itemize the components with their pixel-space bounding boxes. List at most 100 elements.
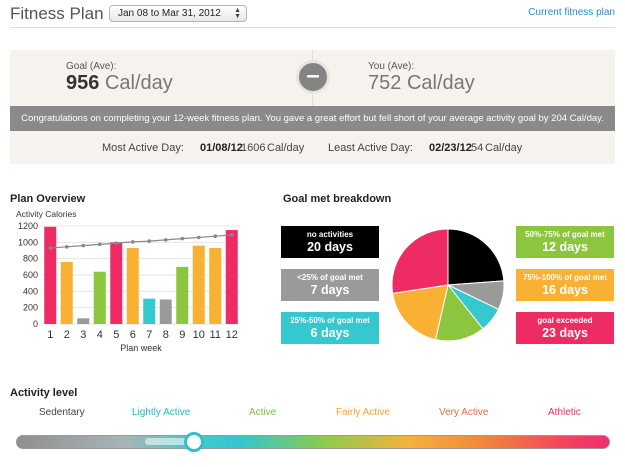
chart-ylabel: Activity Calories [16, 209, 77, 219]
bar-week-6[interactable] [126, 248, 139, 324]
goal-trend-point [81, 243, 86, 248]
bar-week-7[interactable] [143, 298, 156, 324]
breakdown-label: 50%-75% of goal met [525, 230, 605, 239]
bar-week-8[interactable] [159, 299, 172, 325]
breakdown-label: <25% of goal met [297, 273, 363, 282]
breakdown-value: 23 days [542, 326, 588, 340]
slider-thumb[interactable] [184, 432, 205, 452]
x-tick-label: 12 [226, 329, 238, 341]
pie-slice-0[interactable] [447, 228, 505, 286]
breakdown-label: no activities [306, 230, 354, 239]
current-fitness-plan-link[interactable]: Current fitness plan [528, 7, 615, 18]
least-active-label: Least Active Day: [328, 142, 413, 154]
least-active-date: 02/23/12 [429, 142, 472, 154]
slider-highlight [145, 438, 190, 445]
level-fairly-active[interactable]: Fairly Active [336, 407, 390, 418]
most-active-unit: Cal/day [267, 142, 305, 154]
x-tick-label: 2 [64, 329, 70, 341]
plan-overview-title: Plan Overview [10, 193, 86, 205]
active-days-row: Most Active Day: 01/08/12 1606 Cal/day L… [10, 138, 615, 158]
breakdown-value: 6 days [310, 326, 350, 340]
y-tick-label: 800 [23, 254, 38, 264]
x-tick-label: 9 [179, 329, 185, 341]
you-value-line: 752 Cal/day [368, 72, 475, 95]
x-tick-label: 4 [97, 329, 103, 341]
goal-trend-point [48, 246, 53, 250]
most-active-label: Most Active Day: [102, 142, 184, 154]
breakdown-value: 20 days [307, 240, 353, 254]
you-value: 752 [368, 72, 402, 94]
breakdown-no-activities: no activities 20 days [281, 226, 379, 258]
bar-week-11[interactable] [209, 248, 222, 324]
bar-week-1[interactable] [44, 226, 57, 324]
pie-slice-4[interactable] [392, 284, 449, 341]
breakdown-25-50: 25%-50% of goal met 6 days [281, 312, 379, 344]
level-active[interactable]: Active [249, 407, 277, 418]
y-tick-label: 1200 [18, 221, 38, 231]
x-tick-label: 10 [193, 329, 205, 341]
x-tick-label: 11 [210, 329, 221, 341]
goal-trend-point [130, 240, 135, 244]
goal-breakdown-pie [391, 228, 505, 342]
most-active-date: 01/08/12 [200, 142, 243, 154]
activity-level-title: Activity level [10, 387, 78, 399]
header-divider [10, 27, 615, 28]
bar-week-9[interactable] [176, 266, 189, 324]
x-tick-label: 3 [80, 329, 86, 341]
goal-label: Goal (Ave): [66, 61, 117, 72]
goal-value-line: 956 Cal/day [66, 72, 173, 95]
goal-trend-point [180, 236, 185, 241]
x-tick-label: 8 [163, 329, 169, 341]
bar-week-10[interactable] [192, 245, 205, 324]
page-title: Fitness Plan [10, 4, 104, 23]
x-tick-label: 6 [130, 329, 136, 341]
breakdown-value: 16 days [542, 283, 588, 297]
goal-trend-point [213, 234, 218, 239]
least-active-unit: Cal/day [485, 142, 523, 154]
breakdown-label: goal exceeded [537, 316, 593, 325]
x-axis-label: Plan week [120, 343, 162, 353]
you-unit: Cal/day [406, 72, 475, 94]
goal-unit: Cal/day [104, 72, 173, 94]
date-range-select[interactable]: Jan 08 to Mar 31, 2012 ▲ ▼ [109, 5, 247, 22]
breakdown-75-100: 75%-100% of goal met 16 days [516, 269, 614, 301]
pie-slice-5[interactable] [391, 228, 449, 294]
pie-slice-3[interactable] [434, 283, 484, 342]
x-tick-label: 5 [113, 329, 119, 341]
breakdown-under-25: <25% of goal met 7 days [281, 269, 379, 301]
you-label: You (Ave): [368, 61, 415, 72]
breakdown-value: 7 days [310, 283, 350, 297]
breakdown-value: 12 days [542, 240, 588, 254]
y-tick-label: 600 [23, 270, 38, 280]
bar-week-5[interactable] [110, 242, 123, 324]
bar-week-12[interactable] [225, 230, 238, 324]
breakdown-50-75: 50%-75% of goal met 12 days [516, 226, 614, 258]
least-active-value: 54 [471, 142, 484, 154]
select-arrows-icon: ▲ ▼ [234, 7, 241, 20]
level-sedentary[interactable]: Sedentary [39, 407, 85, 418]
bar-week-4[interactable] [93, 271, 106, 324]
bar-week-3[interactable] [77, 318, 90, 324]
y-tick-label: 1000 [18, 237, 38, 247]
y-tick-label: 200 [23, 303, 38, 313]
level-athletic[interactable]: Athletic [548, 407, 581, 418]
level-very-active[interactable]: Very Active [439, 407, 489, 418]
goal-trend-point [114, 241, 119, 245]
y-tick-label: 400 [23, 286, 38, 296]
goal-trend-line [50, 234, 232, 249]
goal-value: 956 [66, 72, 100, 94]
goal-trend-point [196, 235, 201, 240]
breakdown-label: 75%-100% of goal met [522, 273, 608, 282]
minus-icon: – [296, 60, 330, 94]
most-active-value: 1606 [241, 142, 266, 154]
goal-average: Goal (Ave): 956 Cal/day [10, 50, 312, 106]
level-lightly-active[interactable]: Lightly Active [132, 407, 191, 418]
goal-trend-point [229, 233, 234, 237]
goal-breakdown-title: Goal met breakdown [283, 193, 392, 205]
x-tick-label: 7 [146, 329, 152, 341]
goal-trend-point [163, 238, 168, 242]
activity-level-slider[interactable] [16, 435, 610, 449]
bar-week-2[interactable] [60, 261, 73, 324]
goal-trend-point [97, 242, 102, 247]
